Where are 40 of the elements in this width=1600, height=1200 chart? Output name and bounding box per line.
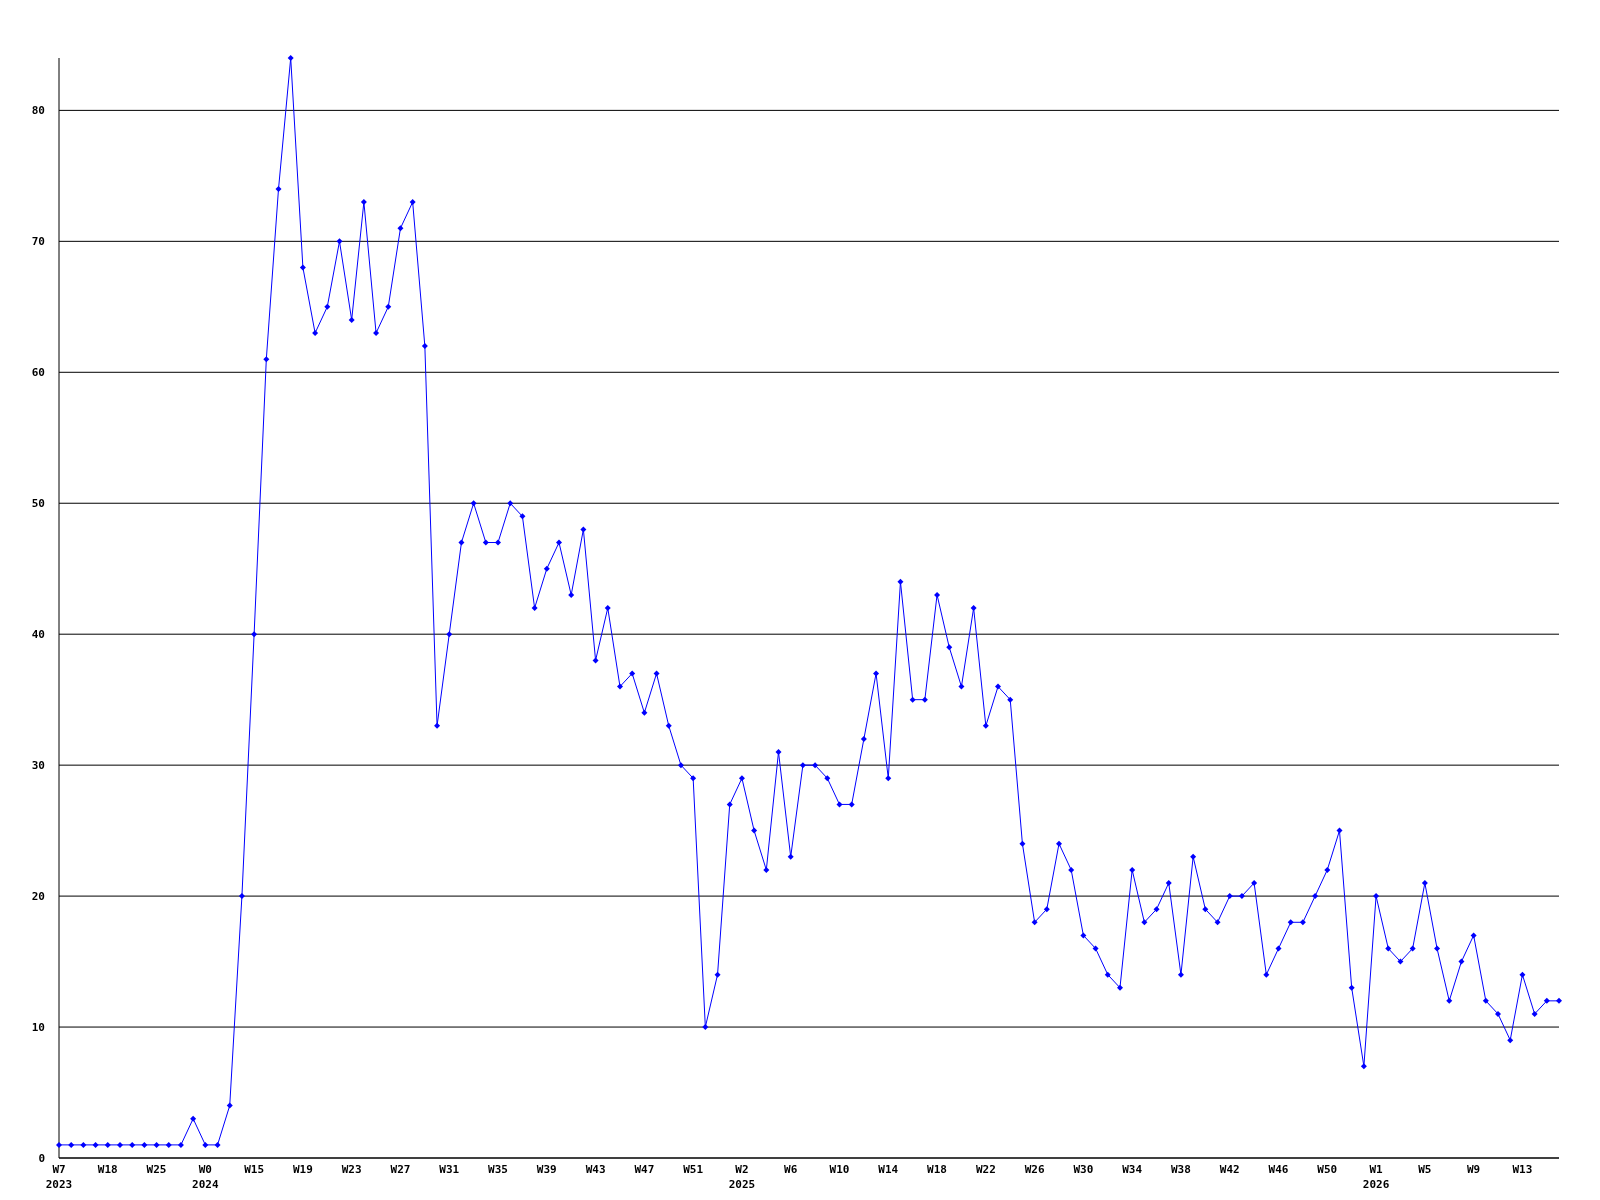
x-tick-label: W18	[97, 1163, 118, 1176]
x-tick-label: W31	[439, 1163, 460, 1176]
x-tick-label: W9	[1467, 1163, 1481, 1176]
y-tick-label: 70	[31, 235, 45, 249]
x-tick-label: W13	[1512, 1163, 1533, 1176]
y-tick-label: 30	[31, 758, 45, 772]
y-tick-label: 80	[31, 104, 45, 118]
x-tick-label: W15	[244, 1163, 265, 1176]
y-tick-label: 10	[31, 1020, 45, 1034]
y-tick-label: 40	[31, 628, 45, 642]
x-tick-label: W25	[146, 1163, 167, 1176]
x-tick-label: W0 2024	[192, 1163, 219, 1191]
x-tick-label: W50	[1317, 1163, 1338, 1176]
x-tick-label: W27	[390, 1163, 411, 1176]
x-tick-label: W47	[634, 1163, 655, 1176]
x-tick-label: W19	[292, 1163, 313, 1176]
y-tick-label: 60	[31, 366, 45, 380]
y-tick-label: 0	[38, 1151, 45, 1165]
x-tick-label: W43	[585, 1163, 606, 1176]
y-tick-label: 50	[31, 497, 45, 511]
x-tick-label: W51	[683, 1163, 704, 1176]
x-tick-label: W7 2023	[45, 1163, 73, 1191]
x-tick-label: W5	[1418, 1163, 1432, 1176]
x-tick-label: W38	[1171, 1163, 1191, 1176]
x-tick-label: W14	[878, 1163, 899, 1176]
x-tick-label: W46	[1268, 1163, 1289, 1176]
x-tick-label: W26	[1024, 1163, 1045, 1176]
x-tick-label: W34	[1122, 1163, 1143, 1176]
x-tick-label: W35	[488, 1163, 508, 1176]
x-tick-label: W30	[1073, 1163, 1094, 1176]
x-tick-label: W2 2025	[728, 1163, 756, 1191]
y-tick-label: 20	[31, 889, 45, 903]
x-tick-label: W6	[784, 1163, 798, 1176]
x-tick-label: W22	[975, 1163, 996, 1176]
x-tick-label: W10	[829, 1163, 850, 1176]
x-tick-label: W23	[341, 1163, 362, 1176]
x-tick-label: W42	[1219, 1163, 1240, 1176]
x-tick-label: W1 2026	[1362, 1163, 1390, 1191]
x-tick-label: W39	[536, 1163, 557, 1176]
x-tick-label: W18	[927, 1163, 947, 1176]
